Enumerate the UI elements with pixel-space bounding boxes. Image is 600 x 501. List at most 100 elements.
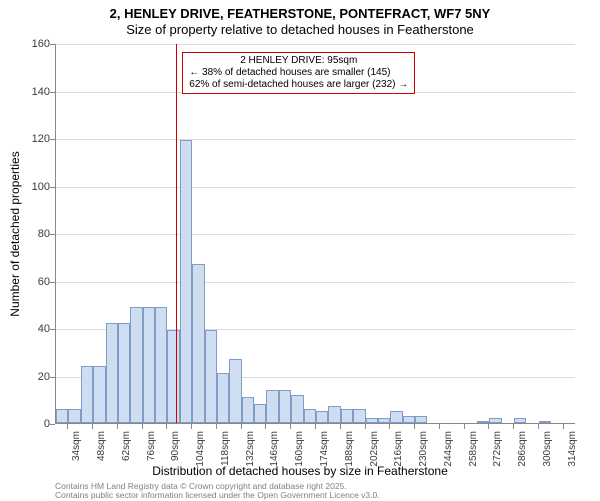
x-tick-label: 174sqm xyxy=(319,431,330,471)
histogram-bar xyxy=(304,409,316,423)
x-tick-label: 286sqm xyxy=(517,431,528,471)
histogram-bar xyxy=(514,418,526,423)
y-tick-label: 80 xyxy=(10,228,50,240)
x-tick-label: 62sqm xyxy=(121,431,132,471)
x-tick-label: 146sqm xyxy=(269,431,280,471)
x-tick-mark xyxy=(265,424,266,429)
x-tick-mark xyxy=(216,424,217,429)
x-tick-label: 48sqm xyxy=(96,431,107,471)
histogram-bar xyxy=(167,330,179,423)
marker-line xyxy=(176,44,177,423)
x-tick-mark xyxy=(563,424,564,429)
y-tick-label: 40 xyxy=(10,323,50,335)
x-tick-mark xyxy=(488,424,489,429)
x-tick-mark xyxy=(166,424,167,429)
histogram-bar xyxy=(217,373,229,423)
histogram-bar xyxy=(477,421,489,423)
x-tick-mark xyxy=(464,424,465,429)
histogram-bar xyxy=(106,323,118,423)
x-tick-label: 258sqm xyxy=(468,431,479,471)
histogram-bar xyxy=(390,411,402,423)
histogram-bar xyxy=(93,366,105,423)
y-tick-mark xyxy=(50,234,55,235)
gridline xyxy=(56,234,575,235)
x-tick-mark xyxy=(389,424,390,429)
histogram-bar xyxy=(328,406,340,423)
histogram-bar xyxy=(180,140,192,423)
histogram-bar xyxy=(254,404,266,423)
x-tick-label: 300sqm xyxy=(542,431,553,471)
histogram-bar xyxy=(155,307,167,423)
x-tick-mark xyxy=(513,424,514,429)
x-tick-label: 132sqm xyxy=(245,431,256,471)
histogram-bar xyxy=(205,330,217,423)
histogram-bar xyxy=(242,397,254,423)
x-tick-mark xyxy=(439,424,440,429)
x-tick-mark xyxy=(340,424,341,429)
x-tick-mark xyxy=(290,424,291,429)
histogram-bar xyxy=(403,416,415,423)
x-tick-mark xyxy=(538,424,539,429)
x-tick-mark xyxy=(241,424,242,429)
histogram-bar xyxy=(366,418,378,423)
histogram-bar xyxy=(316,411,328,423)
x-tick-label: 216sqm xyxy=(393,431,404,471)
x-tick-label: 76sqm xyxy=(146,431,157,471)
histogram-bar xyxy=(489,418,501,423)
histogram-bar xyxy=(130,307,142,423)
y-tick-label: 0 xyxy=(10,418,50,430)
histogram-bar xyxy=(291,395,303,424)
x-tick-mark xyxy=(142,424,143,429)
x-tick-label: 104sqm xyxy=(195,431,206,471)
y-tick-mark xyxy=(50,139,55,140)
y-tick-label: 160 xyxy=(10,38,50,50)
y-tick-mark xyxy=(50,329,55,330)
gridline xyxy=(56,139,575,140)
x-tick-mark xyxy=(365,424,366,429)
x-tick-label: 314sqm xyxy=(567,431,578,471)
y-tick-label: 120 xyxy=(10,133,50,145)
histogram-bar xyxy=(415,416,427,423)
y-tick-label: 60 xyxy=(10,276,50,288)
histogram-bar xyxy=(68,409,80,423)
x-tick-mark xyxy=(67,424,68,429)
chart-title-sub: Size of property relative to detached ho… xyxy=(0,22,600,37)
histogram-bar xyxy=(229,359,241,423)
plot-area: 2 HENLEY DRIVE: 95sqm← 38% of detached h… xyxy=(55,44,575,424)
y-tick-mark xyxy=(50,377,55,378)
chart-title-main: 2, HENLEY DRIVE, FEATHERSTONE, PONTEFRAC… xyxy=(0,6,600,21)
histogram-bar xyxy=(341,409,353,423)
gridline xyxy=(56,44,575,45)
x-tick-label: 272sqm xyxy=(492,431,503,471)
x-tick-mark xyxy=(191,424,192,429)
y-tick-mark xyxy=(50,282,55,283)
histogram-bar xyxy=(143,307,155,423)
histogram-chart: 2, HENLEY DRIVE, FEATHERSTONE, PONTEFRAC… xyxy=(0,0,600,500)
y-tick-mark xyxy=(50,424,55,425)
x-tick-label: 244sqm xyxy=(443,431,454,471)
x-tick-label: 160sqm xyxy=(294,431,305,471)
y-tick-mark xyxy=(50,187,55,188)
histogram-bar xyxy=(81,366,93,423)
histogram-bar xyxy=(378,418,390,423)
y-tick-mark xyxy=(50,92,55,93)
attribution-text: Contains HM Land Registry data © Crown c… xyxy=(55,482,380,501)
histogram-bar xyxy=(56,409,68,423)
x-tick-label: 90sqm xyxy=(170,431,181,471)
x-tick-label: 188sqm xyxy=(344,431,355,471)
histogram-bar xyxy=(118,323,130,423)
gridline xyxy=(56,282,575,283)
x-tick-mark xyxy=(414,424,415,429)
gridline xyxy=(56,187,575,188)
x-tick-mark xyxy=(315,424,316,429)
marker-callout: 2 HENLEY DRIVE: 95sqm← 38% of detached h… xyxy=(182,52,415,94)
x-tick-mark xyxy=(92,424,93,429)
y-tick-label: 100 xyxy=(10,181,50,193)
x-tick-label: 118sqm xyxy=(220,431,231,471)
histogram-bar xyxy=(539,421,551,423)
x-tick-label: 230sqm xyxy=(418,431,429,471)
histogram-bar xyxy=(266,390,278,423)
histogram-bar xyxy=(279,390,291,423)
histogram-bar xyxy=(192,264,204,423)
y-tick-mark xyxy=(50,44,55,45)
